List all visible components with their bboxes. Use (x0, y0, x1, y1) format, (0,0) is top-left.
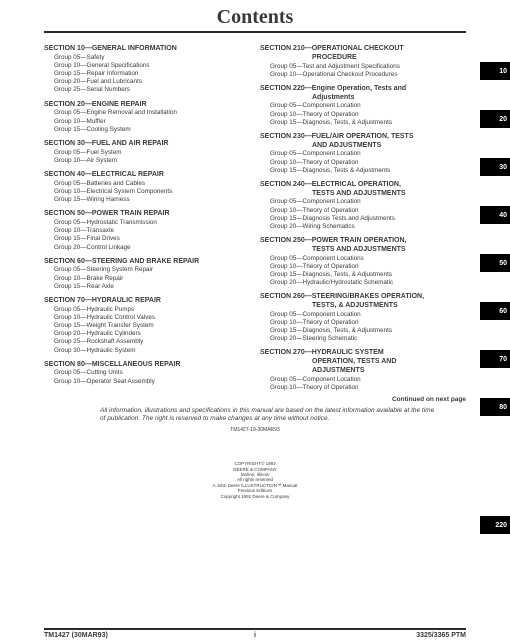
group-line: Group 10—Theory of Operation (260, 159, 466, 167)
group-line: Group 05—Test and Adjustment Specificati… (260, 63, 466, 71)
section-heading: SECTION 50—POWER TRAIN REPAIR (44, 210, 250, 219)
continued-label: Continued on next page (260, 396, 466, 403)
side-tab[interactable]: 20 (480, 110, 510, 128)
group-line: Group 20—Steering Schematic (260, 335, 466, 343)
group-line: Group 15—Cooling System (44, 126, 250, 134)
left-column: SECTION 10—GENERAL INFORMATIONGroup 05—S… (44, 39, 250, 403)
section-heading: SECTION 60—STEERING AND BRAKE REPAIR (44, 258, 250, 267)
group-line: Group 15—Diagnosis Tests and Adjustments (260, 215, 466, 223)
group-line: Group 05—Batteries and Cables (44, 180, 250, 188)
section-heading-cont: ADJUSTMENTS (260, 367, 466, 376)
section-heading: SECTION 30—FUEL AND AIR REPAIR (44, 140, 250, 149)
group-line: Group 20—Hydraulic Cylinders (44, 330, 250, 338)
section-heading: SECTION 80—MISCELLANEOUS REPAIR (44, 361, 250, 370)
group-line: Group 15—Diagnosis, Tests, & Adjustments (260, 119, 466, 127)
group-line: Group 20—Wiring Schematics (260, 223, 466, 231)
section-heading: SECTION 250—POWER TRAIN OPERATION,TESTS … (260, 237, 466, 255)
group-line: Group 05—Safety (44, 54, 250, 62)
group-line: Group 15—Weight Transfer System (44, 322, 250, 330)
group-line: Group 15—Diagnosis, Tests, & Adjustments (260, 327, 466, 335)
group-line: Group 30—Hydraulic System (44, 347, 250, 355)
group-line: Group 20—Control Linkage (44, 244, 250, 252)
group-line: Group 10—Theory of Operation (260, 111, 466, 119)
right-column: SECTION 210—OPERATIONAL CHECKOUTPROCEDUR… (260, 39, 466, 403)
section-heading: SECTION 40—ELECTRICAL REPAIR (44, 171, 250, 180)
side-tab[interactable]: 30 (480, 158, 510, 176)
section-heading: SECTION 240—ELECTRICAL OPERATION,TESTS A… (260, 181, 466, 199)
section-heading: SECTION 230—FUEL/AIR OPERATION, TESTSAND… (260, 133, 466, 151)
group-line: Group 10—Theory of Operation (260, 319, 466, 327)
content-columns: SECTION 10—GENERAL INFORMATIONGroup 05—S… (0, 37, 510, 403)
group-line: Group 25—Serial Numbers (44, 86, 250, 94)
section-heading-cont: TESTS, & ADJUSTMENTS (260, 302, 466, 311)
section-heading: SECTION 70—HYDRAULIC REPAIR (44, 297, 250, 306)
page-title: Contents (44, 6, 466, 31)
section-heading-cont: OPERATION, TESTS AND (260, 358, 466, 367)
side-tab[interactable]: 70 (480, 350, 510, 368)
group-line: Group 05—Component Location (260, 198, 466, 206)
side-tab[interactable]: 220 (480, 516, 510, 534)
group-line: Group 10—Operator Seat Assembly (44, 378, 250, 386)
group-line: Group 15—Wiring Harness (44, 196, 250, 204)
group-line: Group 10—Theory of Operation (260, 207, 466, 215)
group-line: Group 05—Component Location (260, 376, 466, 384)
group-line: Group 10—Brake Repair (44, 275, 250, 283)
group-line: Group 25—Rockshaft Assembly (44, 338, 250, 346)
group-line: Group 15—Final Drives (44, 235, 250, 243)
group-line: Group 10—Hydraulic Control Valves (44, 314, 250, 322)
side-tab[interactable]: 80 (480, 398, 510, 416)
group-line: Group 15—Diagnosis, Tests, & Adjustments (260, 271, 466, 279)
group-line: Group 10—Electrical System Components (44, 188, 250, 196)
code-line: TM1427-19-30MAR93 (0, 427, 510, 433)
group-line: Group 10—General Specifications (44, 62, 250, 70)
group-line: Group 05—Component Location (260, 150, 466, 158)
section-heading-cont: TESTS AND ADJUSTMENTS (260, 246, 466, 255)
section-heading-cont: Adjustments (260, 94, 466, 103)
group-line: Group 05—Hydraulic Pumps (44, 306, 250, 314)
section-heading: SECTION 210—OPERATIONAL CHECKOUTPROCEDUR… (260, 45, 466, 63)
side-tab[interactable]: 40 (480, 206, 510, 224)
group-line: Group 05—Steering System Repair (44, 266, 250, 274)
copyright-line: Copyright 1991 Deere & Company (44, 494, 466, 499)
side-tab[interactable]: 10 (480, 62, 510, 80)
group-line: Group 15—Repair Information (44, 70, 250, 78)
side-tabs: 10 20 30 40 50 60 70 80 220 (480, 62, 510, 534)
side-tab[interactable]: 60 (480, 302, 510, 320)
section-heading: SECTION 20—ENGINE REPAIR (44, 101, 250, 110)
group-line: Group 15—Diagnosis, Tests & Adjustments (260, 167, 466, 175)
footer-mid: i (0, 632, 510, 639)
group-line: Group 05—Component Locations (260, 255, 466, 263)
section-heading-cont: TESTS AND ADJUSTMENTS (260, 190, 466, 199)
section-heading: SECTION 10—GENERAL INFORMATION (44, 45, 250, 54)
group-line: Group 10—Muffler (44, 118, 250, 126)
group-line: Group 10—Theory of Operation (260, 384, 466, 392)
side-tab[interactable]: 50 (480, 254, 510, 272)
group-line: Group 05—Component Location (260, 102, 466, 110)
group-line: Group 10—Operational Checkout Procedures (260, 71, 466, 79)
section-heading-cont: PROCEDURE (260, 54, 466, 63)
section-heading: SECTION 270—HYDRAULIC SYSTEMOPERATION, T… (260, 349, 466, 375)
copyright-block: COPYRIGHT© 1993 DEERE & COMPANY Moline, … (0, 461, 510, 499)
group-line: Group 15—Rear Axle (44, 283, 250, 291)
section-heading: SECTION 260—STEERING/BRAKES OPERATION,TE… (260, 293, 466, 311)
group-line: Group 10—Transaxle (44, 227, 250, 235)
section-heading-cont: AND ADJUSTMENTS (260, 142, 466, 151)
group-line: Group 05—Fuel System (44, 149, 250, 157)
group-line: Group 20—Hydraulic/Hydrostatic Schematic (260, 279, 466, 287)
group-line: Group 20—Fuel and Lubricants (44, 78, 250, 86)
group-line: Group 05—Engine Removal and Installation (44, 109, 250, 117)
group-line: Group 10—Air System (44, 157, 250, 165)
section-heading: SECTION 220—Engine Operation, Tests andA… (260, 85, 466, 103)
group-line: Group 05—Hydrostatic Transmission (44, 219, 250, 227)
group-line: Group 05—Cutting Units (44, 369, 250, 377)
title-wrap: Contents (44, 6, 466, 33)
group-line: Group 10—Theory of Operation (260, 263, 466, 271)
disclaimer: All information, illustrations and speci… (0, 403, 510, 425)
group-line: Group 05—Component Location (260, 311, 466, 319)
